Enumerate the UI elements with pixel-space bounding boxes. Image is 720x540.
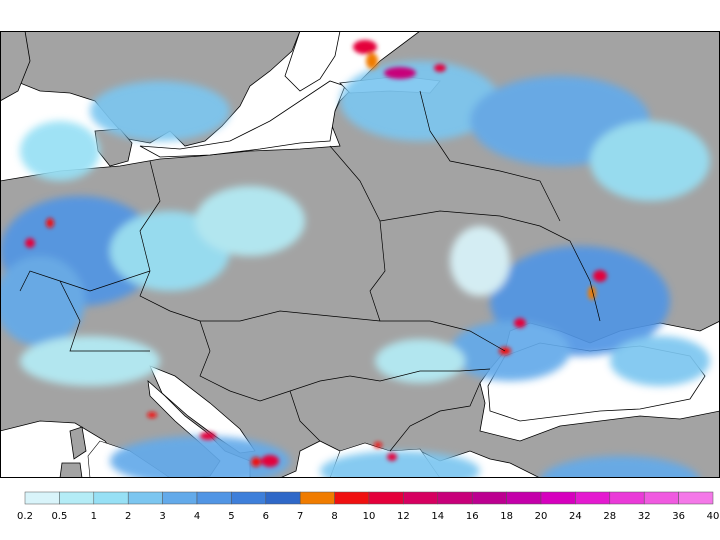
legend-tick-label: 24 [569,511,582,522]
legend-tick-label: 36 [672,511,685,522]
legend-swatch [643,491,679,505]
legend-swatch [299,491,335,505]
legend-swatch [403,491,439,505]
precipitation-map [0,31,720,478]
legend-swatch [231,491,267,505]
color-legend: 0.2 0.5 1 2 3 4 5 6 7 8 10 12 14 16 18 20 24 28 32 36 40 [17,491,719,522]
legend-swatch [59,491,95,505]
legend-swatch [678,491,714,505]
legend-labels: 0.2 0.5 1 2 3 4 5 6 7 8 10 12 14 16 18 20 24 28 32 36 40 [17,511,719,522]
legend-swatch [334,491,370,505]
country-borders [19,90,601,452]
legend-tick-label: 32 [638,511,651,522]
legend-tick-label: 10 [363,511,376,522]
legend-swatch [575,491,611,505]
legend-tick-label: 8 [331,511,337,522]
legend-tick-label: 5 [228,511,234,522]
legend-swatch [127,491,163,505]
legend-swatch [162,491,198,505]
legend-swatch [540,491,576,505]
legend-swatch [437,491,473,505]
legend-tick-label: 40 [707,511,720,522]
corsica [69,426,87,460]
legend-swatch [368,491,404,505]
legend-swatch [93,491,129,505]
legend-tick-label: 20 [535,511,548,522]
legend-tick-label: 16 [466,511,479,522]
legend-swatch [24,491,60,505]
legend-tick-label: 4 [194,511,200,522]
uk-fragment [0,31,31,102]
precipitation-cores [25,40,607,467]
legend-swatch [471,491,507,505]
sardinia [59,462,83,478]
legend-tick-label: 0.2 [17,511,33,522]
legend-swatch [609,491,645,505]
legend-tick-label: 1 [91,511,97,522]
legend-swatch [506,491,542,505]
legend-tick-label: 3 [159,511,165,522]
legend-tick-label: 28 [603,511,616,522]
legend-tick-label: 7 [297,511,303,522]
legend-tick-label: 14 [431,511,444,522]
legend-tick-label: 18 [500,511,513,522]
legend-tick-label: 6 [263,511,269,522]
legend-tick-label: 0.5 [51,511,67,522]
gulf-of-bothnia [284,31,341,92]
baltic-sea [139,80,346,158]
legend-swatches [24,491,714,505]
legend-tick-label: 12 [397,511,410,522]
legend-tick-label: 2 [125,511,131,522]
legend-swatch [196,491,232,505]
legend-swatch [265,491,301,505]
